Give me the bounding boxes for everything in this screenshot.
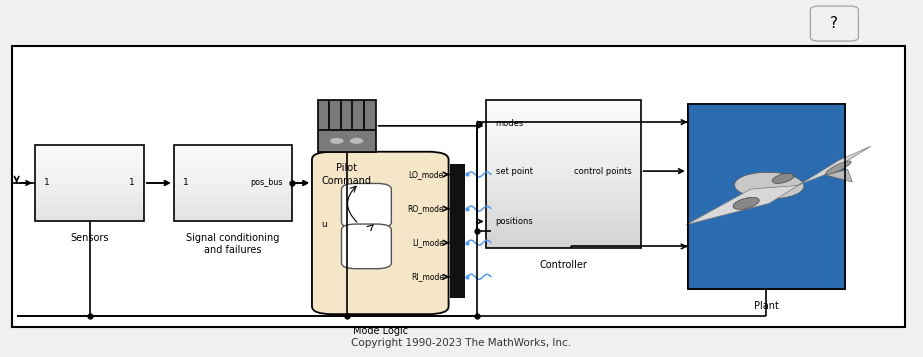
Bar	[688, 104, 845, 289]
Ellipse shape	[735, 172, 804, 199]
Polygon shape	[686, 146, 870, 225]
Bar	[12, 46, 905, 327]
FancyBboxPatch shape	[810, 6, 858, 41]
Text: u: u	[321, 220, 327, 229]
Text: Mode Logic: Mode Logic	[353, 326, 408, 336]
Text: Pilot
Command: Pilot Command	[321, 163, 372, 186]
Text: set point: set point	[496, 167, 533, 176]
Text: LI_mode: LI_mode	[412, 238, 444, 247]
Text: modes: modes	[496, 119, 524, 128]
Text: RI_mode: RI_mode	[411, 272, 444, 281]
Text: positions: positions	[496, 217, 533, 226]
FancyBboxPatch shape	[342, 224, 391, 269]
Bar	[486, 100, 641, 248]
FancyBboxPatch shape	[342, 183, 391, 228]
Circle shape	[330, 139, 342, 143]
Text: Plant: Plant	[754, 301, 778, 311]
Text: control points: control points	[573, 167, 631, 176]
FancyBboxPatch shape	[312, 152, 449, 314]
Bar	[450, 164, 465, 298]
Bar	[318, 100, 376, 152]
Text: RO_mode: RO_mode	[407, 204, 444, 213]
Polygon shape	[824, 170, 852, 182]
Text: Signal conditioning
and failures: Signal conditioning and failures	[186, 233, 280, 255]
Text: Controller: Controller	[540, 260, 587, 270]
Bar	[688, 104, 845, 289]
Text: 1: 1	[129, 178, 135, 187]
Bar	[35, 145, 144, 221]
Text: ?: ?	[831, 16, 838, 31]
Text: pos_bus: pos_bus	[250, 178, 282, 187]
Ellipse shape	[773, 174, 794, 183]
Circle shape	[351, 139, 363, 143]
Text: 1: 1	[183, 178, 188, 187]
Text: 1: 1	[44, 178, 50, 187]
Ellipse shape	[733, 197, 760, 209]
Bar	[174, 145, 292, 221]
Ellipse shape	[826, 161, 851, 174]
Text: LO_mode: LO_mode	[409, 170, 444, 179]
Text: Sensors: Sensors	[70, 233, 109, 243]
Text: Copyright 1990-2023 The MathWorks, Inc.: Copyright 1990-2023 The MathWorks, Inc.	[352, 338, 571, 348]
